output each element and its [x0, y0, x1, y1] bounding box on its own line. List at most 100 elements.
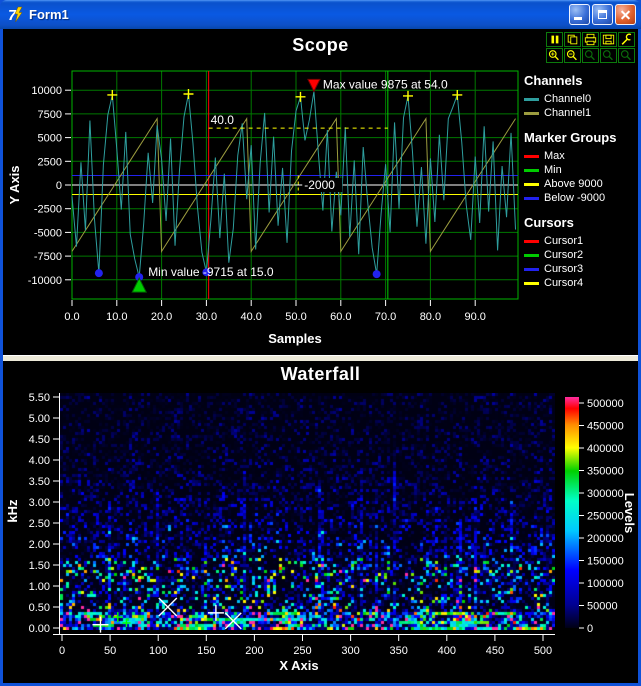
legend-item-channel0[interactable]: Channel0 [524, 92, 636, 106]
legend-swatch [524, 182, 539, 186]
client-area: Scope 40.0 -2000 Max value 9875 at 54.0 Min… [3, 29, 638, 683]
legend-label: Min [544, 164, 562, 176]
scope-y-tick-label: 10000 [31, 85, 62, 97]
scope-x-tick-label: 60.0 [330, 311, 351, 323]
legend-item-max[interactable]: Max [524, 149, 636, 163]
colorbar-tick-label: 200000 [587, 533, 624, 545]
marker-below-9000[interactable] [372, 270, 381, 279]
legend-item-cursor4[interactable]: Cursor4 [524, 276, 636, 290]
legend-swatch [524, 253, 539, 257]
marker-above-9000[interactable] [295, 91, 306, 102]
marker-below-9000[interactable] [202, 268, 211, 277]
waterfall-x-tick-label: 400 [438, 645, 456, 657]
svg-text:7: 7 [8, 7, 17, 23]
scope-y-tick-label: -5000 [34, 227, 62, 239]
minimize-icon [574, 17, 582, 20]
waterfall-y-tick-label: 5.00 [29, 413, 50, 425]
legend-item-above-9000[interactable]: Above 9000 [524, 177, 636, 191]
waterfall-x-tick-label: 250 [293, 645, 311, 657]
maximize-button[interactable] [592, 4, 613, 25]
waterfall-y-tick-label: 3.50 [29, 476, 50, 488]
scope-x-tick-label: 80.0 [420, 311, 441, 323]
min-value-label: Min value -9715 at 15.0 [148, 265, 274, 279]
waterfall-y-tick-label: 5.50 [29, 392, 50, 404]
colorbar-tick-label: 500000 [587, 398, 624, 410]
colorbar [565, 397, 579, 628]
min-marker[interactable] [131, 276, 148, 293]
pause-button[interactable] [546, 32, 563, 47]
marker-below-9000[interactable] [94, 269, 103, 278]
zoom-in-button[interactable] [546, 48, 563, 63]
zoom-out-icon [566, 50, 577, 61]
legend-item-cursor1[interactable]: Cursor1 [524, 234, 636, 248]
zoom-y-button[interactable] [600, 48, 617, 63]
channel0-trace [71, 91, 517, 278]
legend-item-below-9000[interactable]: Below -9000 [524, 191, 636, 205]
tools-button[interactable] [618, 32, 635, 47]
scope-toolbar [546, 32, 638, 63]
legend-group-title: Marker Groups [524, 130, 617, 145]
scope-x-tick-label: 40.0 [240, 311, 261, 323]
legend-item-channel1[interactable]: Channel1 [524, 106, 636, 120]
minimize-button[interactable] [569, 4, 590, 25]
colorbar-tick-label: 150000 [587, 556, 624, 568]
legend-label: Cursor1 [544, 235, 584, 247]
print-icon [584, 33, 597, 46]
legend-group-title: Cursors [524, 215, 574, 230]
scope-x-tick-label: 70.0 [375, 311, 396, 323]
scope-y-tick-label: -7500 [34, 251, 62, 263]
scope-y-tick-label: 5000 [38, 133, 62, 145]
legend-swatch [524, 111, 539, 115]
waterfall-x-tick-label: 300 [341, 645, 359, 657]
scope-title: Scope [292, 35, 349, 55]
marker-above-9000[interactable] [452, 89, 463, 100]
waterfall-section: Waterfall 5.50 5.00 4.50 4.00 3.50 3.00 2.50 2.… [3, 361, 638, 683]
legend-swatch [524, 239, 539, 243]
waterfall-x-tick-label: 100 [149, 645, 167, 657]
legend-swatch [524, 267, 539, 271]
legend-item-cursor3[interactable]: Cursor3 [524, 262, 636, 276]
waterfall-x-tick-label: 500 [534, 645, 552, 657]
waterfall-plot[interactable] [60, 393, 555, 630]
legend-group-title: Channels [524, 73, 583, 88]
waterfall-x-tick-label: 50 [104, 645, 116, 657]
zoom-in-icon [548, 50, 559, 61]
zoom-x-icon [584, 50, 595, 61]
zoom-x-button[interactable] [582, 48, 599, 63]
legend-label: Below -9000 [544, 192, 606, 204]
legend-swatch [524, 168, 539, 172]
zoom-reset-button[interactable] [618, 48, 635, 63]
waterfall-y-tick-label: 0.00 [29, 623, 50, 635]
pause-icon [551, 35, 559, 44]
scope-x-tick-label: 50.0 [285, 311, 306, 323]
waterfall-x-tick-label: 150 [197, 645, 215, 657]
waterfall-x-tick-label: 350 [390, 645, 408, 657]
legend-swatch [524, 97, 539, 101]
colorbar-tick-label: 50000 [587, 601, 618, 613]
scope-plot[interactable]: 40.0 -2000 Max value 9875 at 54.0 Min value… [3, 29, 638, 355]
dy-measure-label: -2000 [304, 178, 335, 192]
max-marker[interactable] [307, 78, 321, 93]
marker-above-9000[interactable] [107, 89, 118, 100]
channel1-trace [71, 117, 516, 253]
waterfall-y-tick-label: 2.00 [29, 539, 50, 551]
save-icon [602, 34, 615, 45]
waterfall-y-tick-label: 2.50 [29, 518, 50, 530]
close-button[interactable] [615, 4, 636, 25]
copy-button[interactable] [564, 32, 581, 47]
legend-item-cursor2[interactable]: Cursor2 [524, 248, 636, 262]
save-button[interactable] [600, 32, 617, 47]
print-button[interactable] [582, 32, 599, 47]
marker-above-9000[interactable] [403, 90, 413, 101]
scope-y-tick-label: -10000 [28, 275, 62, 287]
legend-label: Cursor4 [544, 277, 584, 289]
section-splitter[interactable] [3, 355, 638, 361]
legend-item-min[interactable]: Min [524, 163, 636, 177]
zoom-out-button[interactable] [564, 48, 581, 63]
legend-label: Max [544, 150, 565, 162]
marker-above-9000[interactable] [183, 88, 194, 99]
titlebar[interactable]: 7 Form1 [0, 0, 641, 29]
colorbar-tick-label: 100000 [587, 578, 624, 590]
legend-swatch [524, 196, 539, 200]
